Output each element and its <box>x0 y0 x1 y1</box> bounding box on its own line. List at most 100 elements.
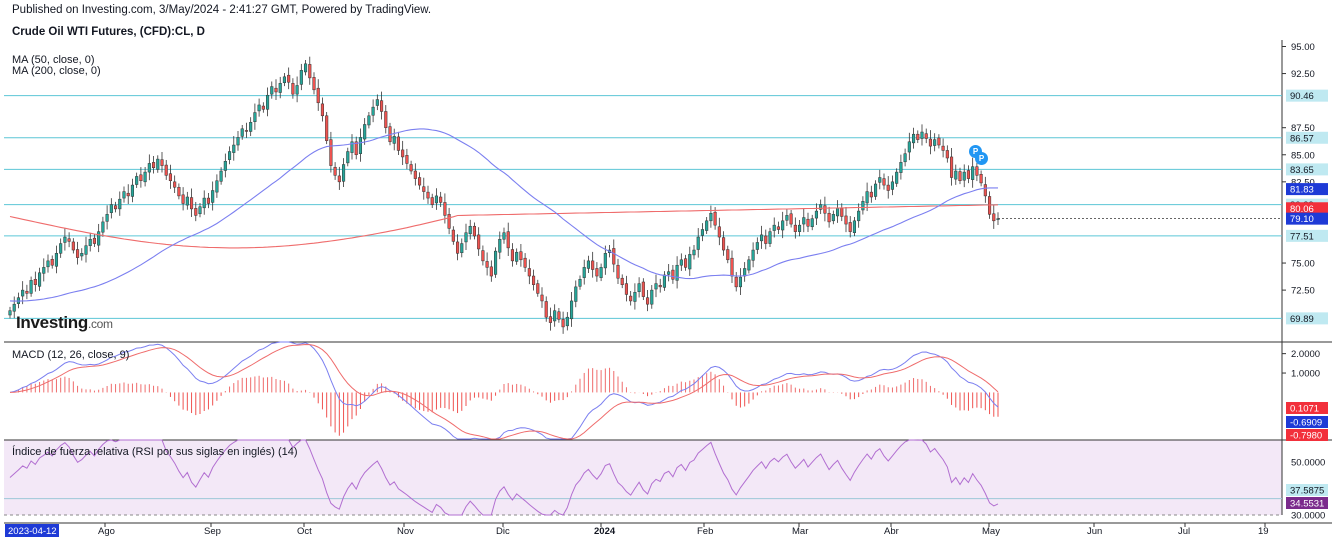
candle-body <box>662 274 667 288</box>
candle-body <box>426 191 430 199</box>
candle-body <box>726 249 730 261</box>
candle-body <box>151 162 156 169</box>
price-tick-label: 87.50 <box>1291 123 1315 134</box>
candle-body <box>354 141 358 156</box>
time-tick-label: Dic <box>496 526 510 537</box>
candle-body <box>447 214 451 229</box>
candle-body <box>569 300 574 320</box>
time-tick-label: Jun <box>1087 526 1102 537</box>
candle-body <box>312 77 316 91</box>
candle-body <box>852 220 857 233</box>
candle-body <box>890 181 895 190</box>
candle-body <box>219 170 223 182</box>
candle-body <box>249 122 253 132</box>
candle-body <box>789 213 793 225</box>
candle-body <box>443 202 447 216</box>
candle-body <box>12 303 16 312</box>
candle-body <box>8 310 12 316</box>
candle-body <box>515 251 519 262</box>
candle-body <box>591 260 595 270</box>
candle-body <box>109 204 113 213</box>
candle-body <box>25 290 29 294</box>
candle-body <box>29 280 33 294</box>
candle-body <box>510 249 515 262</box>
candle-body <box>130 184 135 197</box>
candle-body <box>308 64 312 79</box>
candle-body <box>738 276 743 288</box>
macd-value-badge <box>1286 416 1328 428</box>
candle-body <box>971 166 975 180</box>
candle-body <box>274 87 278 93</box>
rsi-tick-label: 50.0000 <box>1291 458 1325 469</box>
level-badge <box>1286 163 1328 176</box>
candle-body <box>886 184 890 191</box>
candle-body <box>434 195 439 204</box>
candle-body <box>160 159 164 166</box>
candle-body <box>202 197 206 209</box>
candle-body <box>835 207 840 217</box>
candle-body <box>869 191 873 198</box>
candle-body <box>379 100 384 112</box>
candle-body <box>113 205 118 210</box>
level-badge <box>1286 312 1328 325</box>
candle-body <box>227 151 232 160</box>
candle-body <box>523 257 527 268</box>
candle-body <box>595 268 599 277</box>
candle-body <box>645 297 650 305</box>
candle-body <box>945 150 949 159</box>
candle-body <box>413 170 417 179</box>
rsi-tick-label: 30.0000 <box>1291 511 1325 522</box>
candle-body <box>962 171 966 181</box>
candle-body <box>928 138 933 147</box>
rsi-line <box>9 439 999 516</box>
candle-body <box>831 214 835 222</box>
candle-body <box>236 137 240 146</box>
rsi-band-badge-label: 37.5875 <box>1290 486 1324 497</box>
candle-body <box>80 253 84 257</box>
candle-body <box>949 156 954 178</box>
candle-body <box>37 272 42 287</box>
candle-body <box>966 170 971 179</box>
candle-body <box>198 206 202 215</box>
time-tick-label: Mar <box>792 526 808 537</box>
candle-body <box>743 268 747 277</box>
time-tick-label: 19 <box>1258 526 1269 537</box>
candle-body <box>303 63 308 73</box>
candle-body <box>531 275 536 285</box>
level-badge-label: 90.46 <box>1290 91 1314 102</box>
candle-body <box>536 283 540 294</box>
candle-body <box>730 257 734 277</box>
candle-body <box>270 86 274 95</box>
event-marker-2[interactable]: P <box>975 152 988 165</box>
rsi-value-badge-label: 34.5531 <box>1290 499 1324 510</box>
level-badge-label: 83.65 <box>1290 165 1314 176</box>
candle-body <box>215 180 219 193</box>
candle-body <box>325 115 329 141</box>
rsi-value-badge <box>1286 497 1328 509</box>
candle-body <box>481 250 485 262</box>
candle-body <box>819 204 823 210</box>
macd-layer <box>9 341 999 440</box>
candle-body <box>139 174 143 182</box>
candle-body <box>721 237 726 251</box>
candle-body <box>46 260 50 268</box>
candle-body <box>979 174 983 184</box>
candle-body <box>261 105 265 110</box>
candle-body <box>173 181 177 188</box>
ma50-line <box>9 128 998 302</box>
candle-body <box>814 210 819 219</box>
candle-body <box>417 177 422 186</box>
candle-body <box>291 83 295 95</box>
candle-body <box>561 319 565 328</box>
candle-body <box>958 171 962 182</box>
candle-body <box>253 112 257 122</box>
candle-body <box>759 234 764 242</box>
candle-body <box>700 229 705 236</box>
level-badge <box>1286 202 1328 215</box>
level-badge-label: 86.57 <box>1290 133 1314 144</box>
candle-body <box>848 222 852 232</box>
candle-body <box>75 249 80 258</box>
candle-body <box>502 232 506 240</box>
candle-body <box>675 264 679 281</box>
candle-body <box>582 267 586 278</box>
